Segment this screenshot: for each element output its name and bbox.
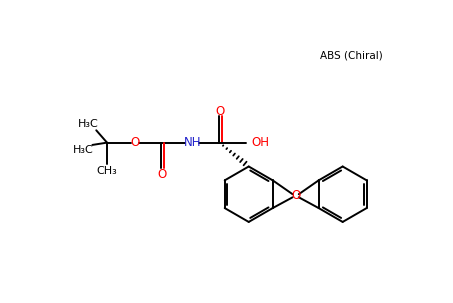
Text: O: O (291, 189, 300, 202)
Text: O: O (216, 105, 225, 118)
Text: CH₃: CH₃ (96, 166, 117, 176)
Text: ABS (Chiral): ABS (Chiral) (319, 50, 382, 60)
Text: H₃C: H₃C (73, 145, 93, 155)
Text: OH: OH (252, 136, 270, 149)
Text: O: O (130, 136, 140, 149)
Text: O: O (157, 168, 166, 181)
Text: H₃C: H₃C (78, 119, 99, 129)
Text: NH: NH (184, 136, 201, 149)
